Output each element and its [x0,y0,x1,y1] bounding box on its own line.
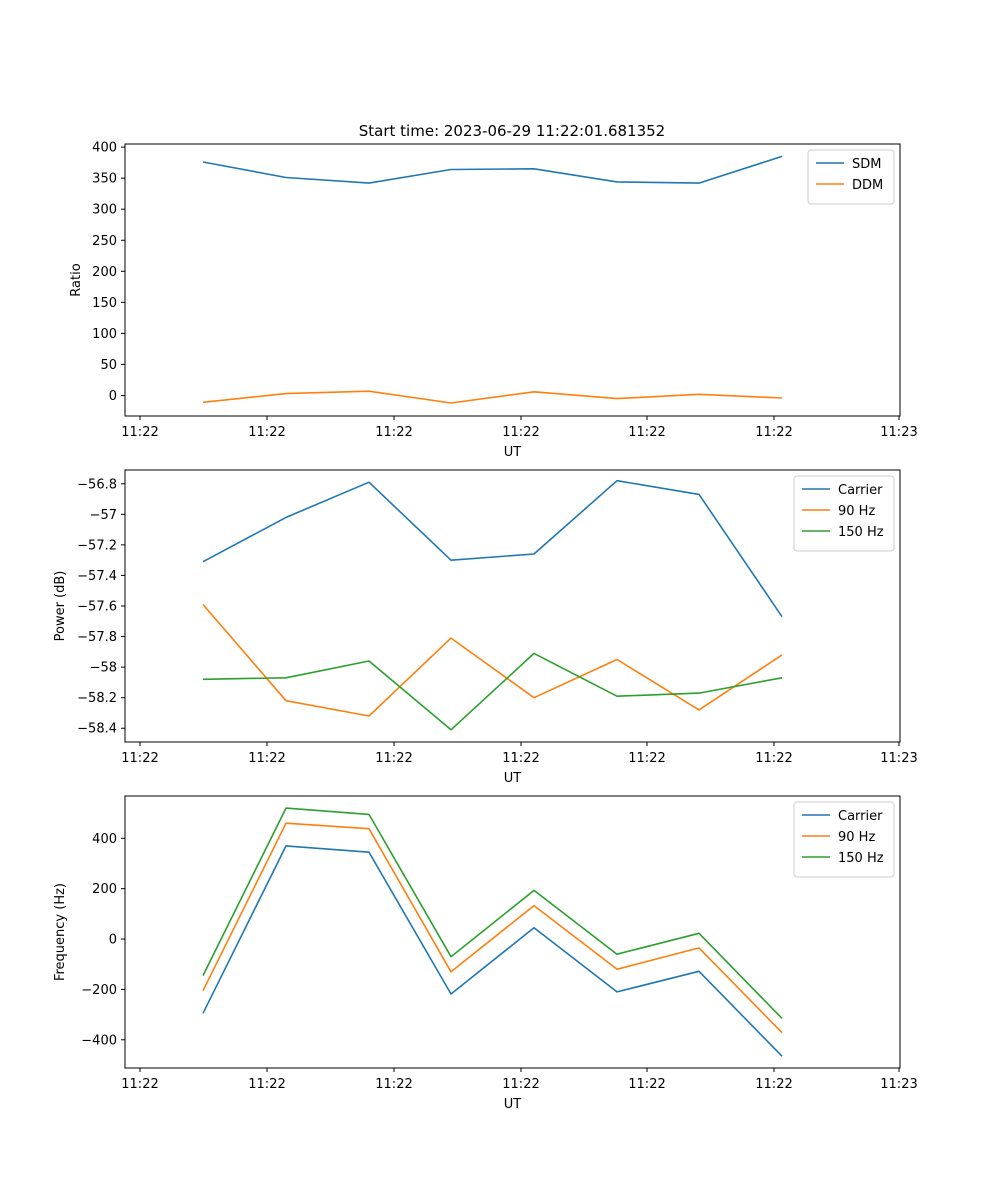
legend-label: 90 Hz [838,504,875,519]
x-tick-label: 11:22 [121,425,158,440]
y-tick-label: −57.2 [77,538,117,553]
chart-panel-1: 11:22 11:22 11:22 11:22 11:22 11:22 11:23 0 50 10… [69,141,918,460]
series-line-90-hz [202,603,783,717]
y-tick-label: −58.2 [77,691,117,706]
y-tick-label: 350 [92,172,117,187]
x-axis-label: UT [504,771,522,786]
x-tick-label: 11:22 [502,425,539,440]
y-tick-label: 50 [100,358,117,373]
figure-title: Start time: 2023-06-29 11:22:01.681352 [359,122,665,140]
y-tick-label: 150 [92,296,117,311]
series-line-150-hz [202,652,783,731]
x-tick-label: 11:22 [628,425,665,440]
series-line-carrier [202,845,783,1057]
y-tick-label: 200 [92,882,117,897]
x-tick-label: 11:22 [502,1077,539,1092]
y-tick-label: −57.6 [77,600,117,615]
legend: Carrier 90 Hz 150 Hz [793,475,895,552]
y-tick-label: 250 [92,234,117,249]
x-tick-label: 11:22 [755,425,792,440]
y-axis-label: Power (dB) [53,571,68,642]
series-line-sdm [202,155,783,184]
legend-label: Carrier [838,483,883,498]
y-tick-label: 0 [109,389,117,404]
x-tick-label: 11:22 [628,751,665,766]
chart-panel-3: 11:22 11:22 11:22 11:22 11:22 11:22 11:23 400 20… [53,795,918,1112]
legend-box [793,475,895,552]
legend-label: Carrier [838,809,883,824]
x-tick-label: 11:22 [628,1077,665,1092]
legend-label: 150 Hz [838,851,884,866]
y-axis-label: Ratio [69,263,84,296]
series-line-90-hz [202,822,783,1034]
x-axis-label: UT [504,1097,522,1112]
y-tick-label: −56.8 [77,477,117,492]
legend-label: SDM [852,157,881,172]
legend-label: 150 Hz [838,525,884,540]
x-tick-label: 11:22 [248,751,285,766]
y-tick-label: 400 [92,141,117,156]
y-tick-label: 200 [92,265,117,280]
x-axis-label: UT [504,445,522,460]
y-tick-label: −57 [90,508,117,523]
series-line-ddm [202,390,783,404]
x-tick-label: 11:22 [248,425,285,440]
chart-panel-2: 11:22 11:22 11:22 11:22 11:22 11:22 11:23 −56.8… [53,469,918,786]
y-tick-label: −58.4 [77,722,117,737]
x-tick-label: 11:22 [502,751,539,766]
x-tick-label: 11:22 [375,1077,412,1092]
legend: SDM DDM [807,149,895,205]
legend-box [793,801,895,878]
axes-frame [124,795,901,1069]
legend-label: DDM [852,178,883,193]
x-tick-label: 11:23 [880,751,917,766]
y-tick-label: −57.4 [77,569,117,584]
legend: Carrier 90 Hz 150 Hz [793,801,895,878]
x-tick-label: 11:22 [121,1077,158,1092]
series-line-150-hz [202,807,783,1019]
y-tick-label: −400 [81,1033,117,1048]
y-tick-label: 100 [92,327,117,342]
y-tick-label: 0 [109,933,117,948]
y-tick-label: −200 [81,983,117,998]
y-tick-label: −57.8 [77,630,117,645]
panels: 11:22 11:22 11:22 11:22 11:22 11:22 11:23 0 50 10… [53,141,918,1112]
legend-label: 90 Hz [838,830,875,845]
y-tick-label: 400 [92,832,117,847]
x-tick-label: 11:22 [755,751,792,766]
x-tick-label: 11:22 [375,425,412,440]
y-tick-label: 300 [92,203,117,218]
series-line-carrier [202,479,783,618]
y-tick-label: −58 [90,661,117,676]
y-axis-label: Frequency (Hz) [53,883,68,981]
x-tick-label: 11:23 [880,1077,917,1092]
x-tick-label: 11:22 [375,751,412,766]
x-tick-label: 11:22 [248,1077,285,1092]
x-tick-label: 11:22 [755,1077,792,1092]
x-tick-label: 11:22 [121,751,158,766]
x-tick-label: 11:23 [880,425,917,440]
axes-frame [124,143,901,417]
